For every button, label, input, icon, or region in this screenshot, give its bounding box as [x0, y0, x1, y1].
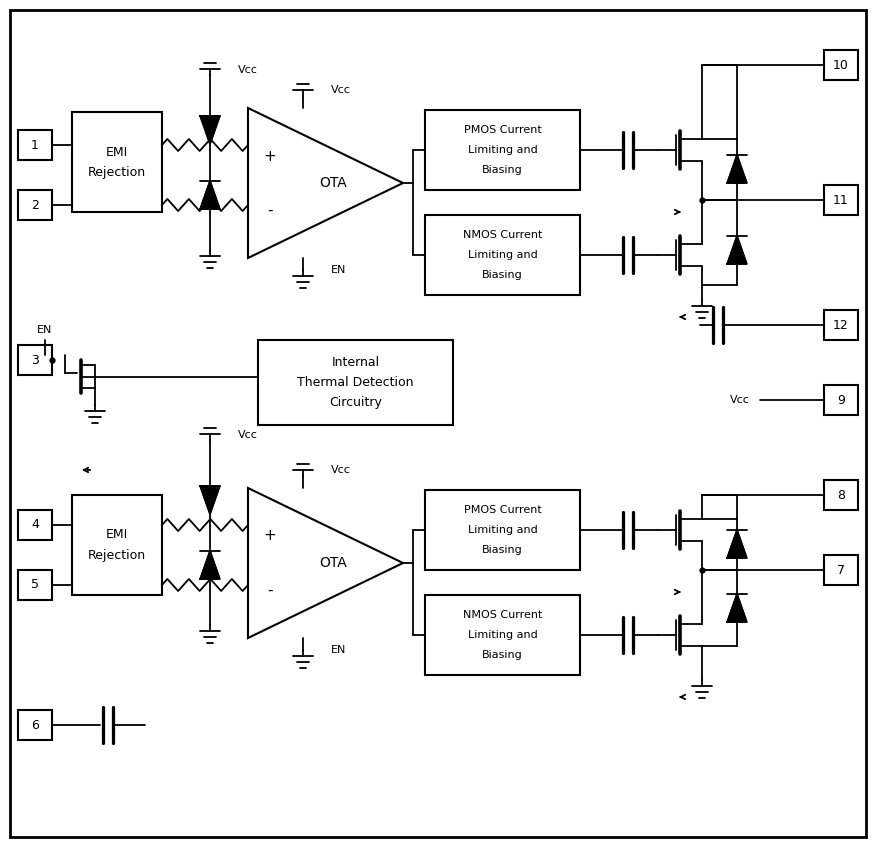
- Text: Biasing: Biasing: [482, 545, 523, 555]
- Text: PMOS Current: PMOS Current: [463, 505, 541, 515]
- Text: PMOS Current: PMOS Current: [463, 125, 541, 135]
- Text: Circuitry: Circuitry: [329, 396, 382, 408]
- Text: Limiting and: Limiting and: [468, 145, 537, 155]
- Bar: [425, 110, 580, 190]
- Polygon shape: [201, 551, 220, 579]
- Text: Limiting and: Limiting and: [468, 630, 537, 640]
- Text: Vcc: Vcc: [238, 65, 258, 75]
- Text: Limiting and: Limiting and: [468, 525, 537, 535]
- Text: Rejection: Rejection: [88, 165, 146, 179]
- Text: Vcc: Vcc: [331, 85, 351, 95]
- Text: Vcc: Vcc: [238, 430, 258, 440]
- Text: Vcc: Vcc: [730, 395, 750, 405]
- Text: Rejection: Rejection: [88, 549, 146, 562]
- Bar: [425, 215, 580, 295]
- Text: EMI: EMI: [106, 529, 128, 541]
- Text: -: -: [267, 583, 272, 597]
- Bar: [824, 385, 858, 415]
- Bar: [824, 310, 858, 340]
- Bar: [72, 112, 162, 212]
- Polygon shape: [201, 116, 220, 144]
- Text: 7: 7: [837, 563, 845, 577]
- Text: NMOS Current: NMOS Current: [463, 230, 542, 240]
- Text: -: -: [267, 202, 272, 218]
- Bar: [18, 510, 52, 540]
- Text: Biasing: Biasing: [482, 650, 523, 660]
- Text: +: +: [264, 148, 276, 163]
- Text: +: +: [264, 529, 276, 544]
- Bar: [18, 570, 52, 600]
- Text: 8: 8: [837, 489, 845, 501]
- Text: 9: 9: [837, 394, 845, 407]
- Text: OTA: OTA: [320, 556, 347, 570]
- Polygon shape: [201, 181, 220, 209]
- Text: Internal: Internal: [331, 356, 379, 368]
- Text: EMI: EMI: [106, 146, 128, 158]
- Bar: [824, 185, 858, 215]
- Bar: [18, 130, 52, 160]
- Polygon shape: [201, 486, 220, 514]
- Polygon shape: [727, 530, 747, 558]
- Bar: [425, 595, 580, 675]
- Text: Vcc: Vcc: [331, 465, 351, 475]
- Bar: [72, 495, 162, 595]
- Text: 11: 11: [833, 193, 849, 207]
- Polygon shape: [727, 594, 747, 622]
- Text: 1: 1: [31, 139, 39, 152]
- Bar: [425, 490, 580, 570]
- Text: 5: 5: [31, 579, 39, 591]
- Text: 4: 4: [31, 518, 39, 532]
- Text: OTA: OTA: [320, 176, 347, 190]
- Text: 10: 10: [833, 58, 849, 71]
- Bar: [824, 555, 858, 585]
- Text: 2: 2: [31, 198, 39, 212]
- Bar: [258, 340, 453, 425]
- Text: EN: EN: [331, 645, 346, 655]
- Text: 6: 6: [31, 718, 39, 732]
- Text: EN: EN: [331, 265, 346, 275]
- Bar: [824, 480, 858, 510]
- Text: 12: 12: [833, 318, 849, 331]
- Text: Limiting and: Limiting and: [468, 250, 537, 260]
- Text: Biasing: Biasing: [482, 165, 523, 175]
- Text: Thermal Detection: Thermal Detection: [297, 375, 413, 389]
- Polygon shape: [727, 236, 747, 264]
- Text: Biasing: Biasing: [482, 270, 523, 280]
- Text: 3: 3: [31, 353, 39, 367]
- Text: EN: EN: [38, 325, 53, 335]
- Bar: [18, 710, 52, 740]
- Text: NMOS Current: NMOS Current: [463, 610, 542, 620]
- Bar: [18, 190, 52, 220]
- Bar: [824, 50, 858, 80]
- Bar: [18, 345, 52, 375]
- Polygon shape: [727, 155, 747, 183]
